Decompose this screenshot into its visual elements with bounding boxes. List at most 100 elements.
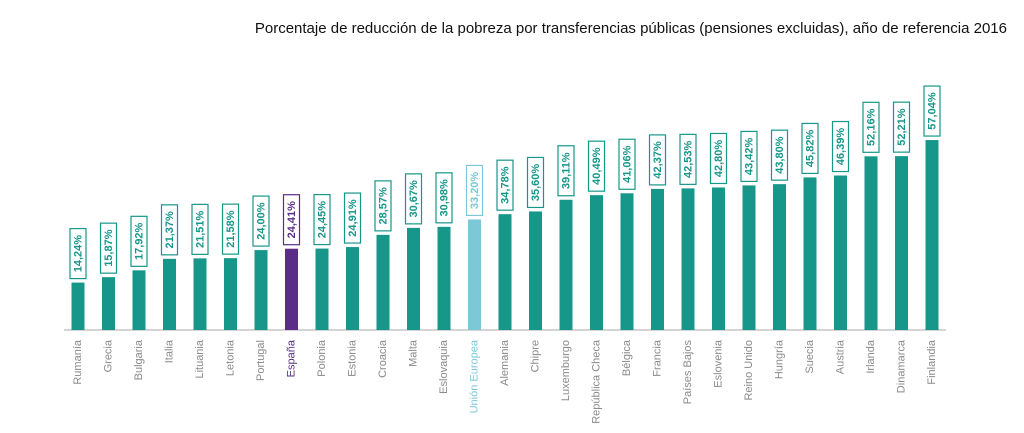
value-label-box (801, 122, 819, 175)
bar (193, 258, 207, 330)
x-tick-label: Suecia (804, 339, 816, 374)
value-label-box (313, 193, 331, 246)
value-label-box (862, 101, 880, 153)
bar (132, 270, 146, 330)
value-label: 52,21% (896, 108, 908, 146)
x-tick-label: Unión Europea (468, 339, 480, 413)
value-label-box (374, 180, 392, 232)
x-tick-label: Rumanía (72, 339, 84, 385)
value-label-box (496, 159, 514, 211)
value-label: 21,37% (164, 211, 176, 249)
bar (773, 184, 786, 330)
value-label-box (435, 172, 453, 224)
value-label: 15,87% (103, 229, 115, 267)
value-label: 46,39% (835, 128, 847, 166)
value-label-box (587, 140, 606, 192)
value-label-box (191, 203, 209, 255)
value-label: 14,24% (72, 235, 84, 273)
bar (346, 247, 359, 330)
bar (102, 277, 115, 330)
x-tick-label: Eslovaquia (438, 339, 450, 394)
value-label-box (831, 120, 850, 173)
value-label-box (740, 130, 758, 183)
value-label-box (557, 145, 575, 197)
bar (254, 250, 268, 330)
x-tick-label: Eslovenia (712, 339, 724, 388)
value-label-box (221, 203, 240, 255)
value-label-box (679, 133, 697, 185)
bar (163, 258, 176, 330)
bar (590, 195, 603, 330)
value-label: 30,98% (438, 179, 450, 217)
value-label: 28,57% (377, 187, 389, 225)
value-label: 30,67% (408, 180, 420, 218)
bar (712, 187, 725, 330)
value-label-box (648, 134, 667, 186)
x-tick-label: Grecia (102, 339, 114, 372)
chart-title: Porcentaje de reducción de la pobreza po… (255, 20, 1007, 37)
value-label: 39,11% (560, 152, 572, 189)
bar (651, 188, 664, 330)
value-label-box (709, 132, 728, 185)
value-label-box (160, 204, 179, 256)
value-label-box (282, 194, 301, 246)
value-label-box (770, 129, 789, 181)
value-label: 24,45% (316, 201, 328, 239)
x-tick-label: Letonia (224, 339, 236, 376)
x-tick-label: Portugal (255, 340, 267, 381)
bar (315, 248, 329, 330)
bar (407, 227, 420, 330)
value-label-box (404, 173, 423, 225)
x-tick-label: Hungría (773, 339, 785, 379)
x-tick-label: Italia (163, 339, 175, 363)
x-tick-label: Irlanda (865, 339, 877, 374)
value-label: 33,20% (469, 172, 481, 210)
bar (224, 258, 237, 330)
value-label: 42,80% (713, 140, 725, 178)
x-tick-label: Alemania (499, 339, 511, 386)
value-label: 45,82% (804, 130, 816, 168)
x-tick-label: Bulgaria (133, 339, 145, 380)
bar (529, 211, 542, 330)
x-tick-label: Luxemburgo (560, 340, 572, 401)
bar (285, 248, 298, 330)
value-label: 43,42% (743, 138, 755, 176)
bar (803, 177, 817, 330)
x-tick-label: Chipre (529, 340, 541, 372)
bar (864, 156, 878, 330)
bar (437, 226, 451, 330)
x-tick-label: España (285, 339, 297, 377)
bar (376, 234, 390, 330)
value-label: 57,04% (926, 92, 938, 130)
x-tick-label: Croacia (377, 339, 389, 378)
bar (834, 175, 847, 330)
value-label: 35,60% (530, 164, 542, 202)
value-label: 21,51% (194, 211, 206, 249)
bar (742, 185, 756, 330)
value-label-box (99, 222, 118, 274)
x-tick-label: Malta (407, 339, 419, 367)
bar (468, 219, 481, 330)
value-label: 24,41% (286, 201, 298, 239)
value-label-box (130, 215, 148, 267)
value-label: 17,92% (133, 222, 145, 260)
x-tick-label: Lituania (194, 339, 206, 378)
x-tick-label: Bélgica (621, 339, 633, 376)
x-tick-label: Austria (834, 339, 846, 374)
x-tick-label: Dinamarca (895, 339, 907, 393)
value-label-box (923, 85, 941, 137)
x-tick-label: República Checa (590, 339, 602, 424)
value-label-box (618, 138, 636, 190)
value-label-box (69, 227, 87, 280)
bar (620, 193, 634, 330)
x-tick-label: Reino Unido (743, 340, 755, 401)
value-label: 24,00% (255, 202, 267, 240)
x-tick-label: Países Bajos (682, 340, 694, 405)
value-label-box (892, 101, 911, 153)
bar (71, 282, 85, 330)
value-label: 24,91% (347, 199, 359, 237)
bar (925, 140, 939, 330)
value-label-box (526, 156, 545, 209)
value-label: 42,37% (652, 141, 664, 179)
